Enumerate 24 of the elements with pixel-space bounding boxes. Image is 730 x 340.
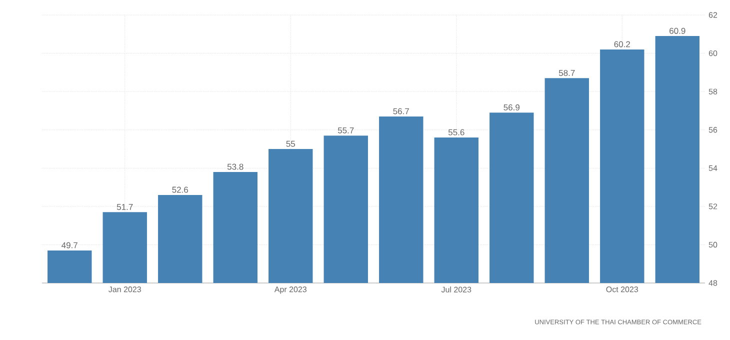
x-tick-label: Apr 2023 xyxy=(274,286,306,294)
data-label: 56.9 xyxy=(504,104,520,110)
x-tick-label: Jul 2023 xyxy=(441,286,472,292)
y-tick-label: 50 xyxy=(708,242,718,248)
y-tick-label: 48 xyxy=(708,280,718,286)
data-label: 52.6 xyxy=(172,186,188,193)
data-label: 60.9 xyxy=(670,28,686,34)
y-tick-label: 58 xyxy=(708,88,718,94)
data-label: 55 xyxy=(286,140,296,147)
y-tick-label: 56 xyxy=(708,127,718,133)
y-tick-label: 62 xyxy=(708,12,718,18)
y-tick-label: 60 xyxy=(708,50,718,56)
data-label: 55.6 xyxy=(448,129,464,136)
x-tick-label: Jan 2023 xyxy=(108,286,141,292)
y-tick-label: 52 xyxy=(708,204,718,210)
data-label: 58.7 xyxy=(558,70,575,76)
data-label: 53.8 xyxy=(227,164,244,170)
data-label: 55.7 xyxy=(338,127,354,134)
data-label: 49.7 xyxy=(62,242,78,248)
y-tick-label: 54 xyxy=(708,165,718,171)
data-label: 56.7 xyxy=(393,108,409,114)
data-label: 60.2 xyxy=(614,41,630,48)
x-tick-label: Oct 2023 xyxy=(606,286,638,292)
data-label: 51.7 xyxy=(116,204,133,210)
